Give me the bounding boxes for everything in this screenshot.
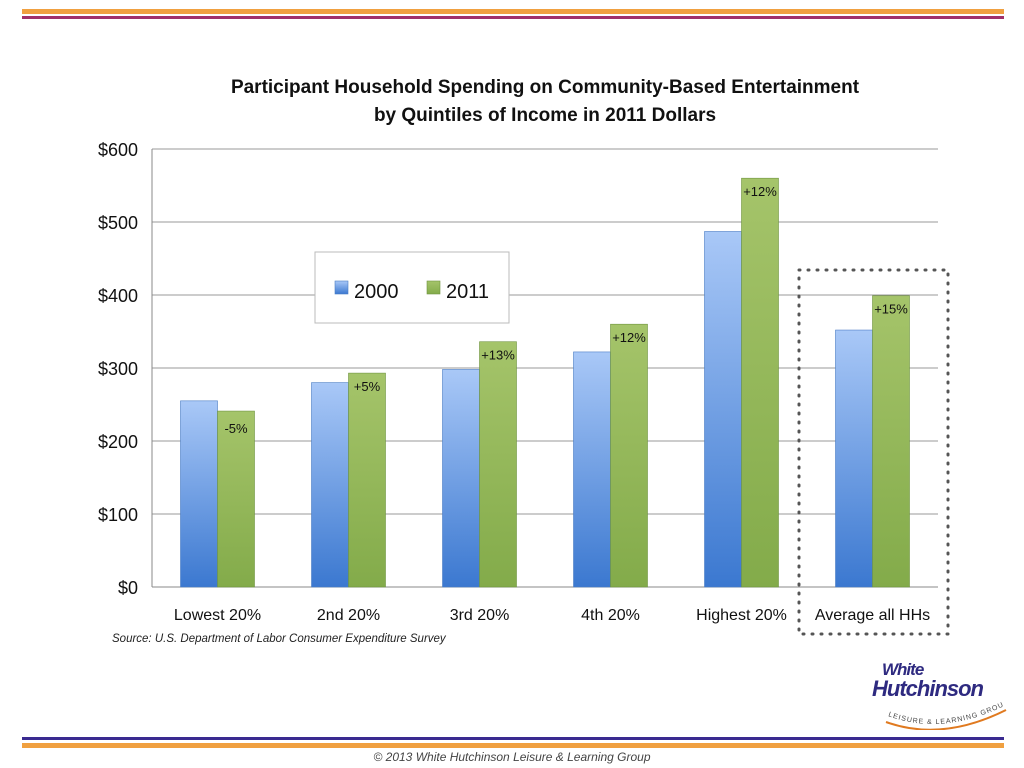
company-logo: White Hutchinson LEISURE & LEARNING GROU… <box>862 660 1012 730</box>
change-label: -5% <box>224 421 248 436</box>
bar-2000-4 <box>704 231 742 588</box>
x-tick-label: 3rd 20% <box>450 607 510 624</box>
y-tick-label: $0 <box>118 578 138 598</box>
legend-swatch-2000 <box>334 280 349 295</box>
legend-label-2011: 2011 <box>446 281 489 303</box>
bar-2011-0 <box>217 410 255 588</box>
legend: 2000 2011 <box>314 251 510 324</box>
change-label: +15% <box>874 302 908 317</box>
y-axis-ticks: $0 $100 $200 $300 $400 $500 $600 <box>98 140 138 598</box>
bar-2000-5 <box>835 329 873 588</box>
change-label: +12% <box>743 184 777 199</box>
logo-line1: White <box>882 660 924 679</box>
gridlines <box>151 148 938 588</box>
legend-swatch-2011 <box>426 280 441 295</box>
bar-2000-3 <box>573 351 611 588</box>
y-tick-label: $500 <box>98 213 138 233</box>
logo-swoosh: LEISURE & LEARNING GROUP <box>862 660 1007 730</box>
chart-title: Participant Household Spending on Commun… <box>150 74 940 130</box>
x-tick-label: 4th 20% <box>581 607 640 624</box>
bar-2011-1 <box>348 372 386 588</box>
bar-2000-2 <box>442 369 480 588</box>
bottom-orange-rule <box>22 743 1004 748</box>
source-note: Source: U.S. Department of Labor Consume… <box>112 633 446 645</box>
y-tick-label: $300 <box>98 359 138 379</box>
footer-copyright: © 2013 White Hutchinson Leisure & Learni… <box>373 750 651 764</box>
highlight-dotted-box <box>797 268 950 636</box>
svg-text:LEISURE & LEARNING GROUP: LEISURE & LEARNING GROUP <box>862 660 1005 726</box>
bottom-purple-rule <box>22 737 1004 740</box>
bar-2011-2 <box>479 341 517 588</box>
y-tick-label: $400 <box>98 286 138 306</box>
top-purple-rule <box>22 16 1004 19</box>
chart-subtitle: by Quintiles of Income in 2011 Dollars <box>373 105 717 126</box>
x-tick-label: Lowest 20% <box>174 607 261 624</box>
y-tick-label: $600 <box>98 140 138 160</box>
logo-line2: Hutchinson <box>872 676 984 701</box>
top-orange-rule <box>22 9 1004 14</box>
highlight-box <box>797 268 950 636</box>
x-tick-label: Highest 20% <box>696 607 787 624</box>
change-label: +5% <box>354 379 381 394</box>
legend-label-2000: 2000 <box>354 281 399 303</box>
y-tick-label: $100 <box>98 505 138 525</box>
bar-2011-4 <box>741 177 779 588</box>
x-axis-ticks: Lowest 20% 2nd 20% 3rd 20% 4th 20% Highest 2… <box>174 607 930 624</box>
x-tick-label: Average all HHs <box>815 607 930 624</box>
logo-tagline: LEISURE & LEARNING GROUP <box>862 660 1004 726</box>
y-tick-label: $200 <box>98 432 138 452</box>
bar-2011-5 <box>872 295 910 588</box>
bars: -5% +5% +13% +12% +12% +15% <box>180 177 910 588</box>
chart-title-line1: Participant Household Spending on Commun… <box>230 77 860 98</box>
bar-2011-3 <box>610 323 648 588</box>
change-label: +13% <box>481 348 515 363</box>
bar-2000-0 <box>180 400 218 588</box>
change-label: +12% <box>612 330 646 345</box>
bar-2000-1 <box>311 382 349 588</box>
x-tick-label: 2nd 20% <box>317 607 380 624</box>
